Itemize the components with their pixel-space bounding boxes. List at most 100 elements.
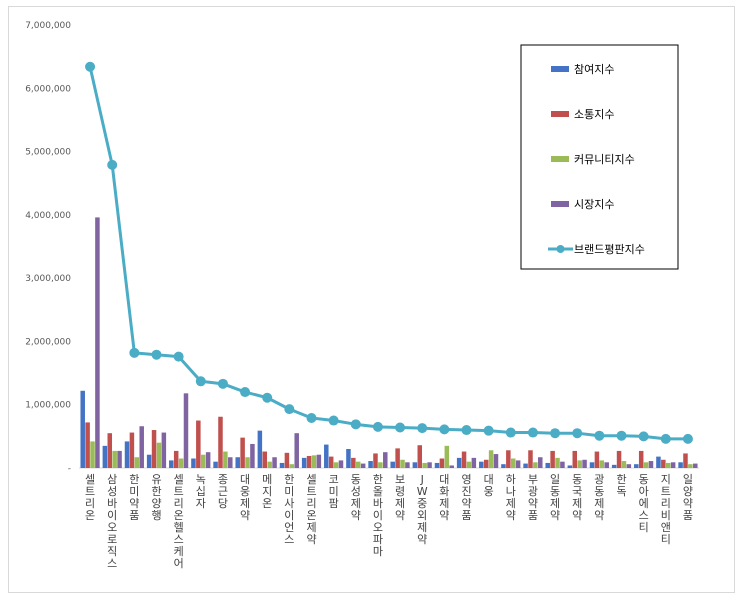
y-tick-label: 2,000,000 [25, 337, 71, 347]
line-point [306, 413, 317, 423]
bar [506, 450, 511, 468]
bar [262, 451, 268, 468]
bar [378, 462, 383, 468]
bar [351, 457, 356, 468]
line-point [505, 427, 516, 438]
line-point [395, 422, 406, 433]
bar [577, 460, 582, 468]
bar [638, 450, 644, 468]
line-point [262, 392, 273, 403]
bar [191, 458, 196, 468]
bar [412, 462, 418, 468]
bar [466, 461, 472, 468]
bar [582, 459, 587, 468]
bar [213, 461, 218, 468]
bar [200, 454, 206, 468]
line-point [284, 404, 295, 415]
bar [501, 464, 506, 468]
line-point [129, 347, 140, 358]
legend-swatch [551, 111, 569, 117]
line-point [240, 387, 251, 398]
line-point [616, 430, 627, 441]
bar [173, 450, 179, 468]
line-layer [85, 61, 693, 444]
line-point [439, 424, 450, 435]
bar [324, 444, 329, 468]
line-point [350, 419, 361, 430]
bar [301, 457, 307, 468]
bar [124, 441, 130, 468]
bar [228, 457, 233, 468]
bar [272, 457, 277, 468]
y-tick-label: 6,000,000 [25, 84, 71, 94]
bar [257, 430, 263, 468]
bar [550, 450, 555, 468]
bar [493, 454, 499, 468]
bar [611, 464, 617, 468]
line-point [195, 376, 206, 387]
line-point [217, 378, 228, 389]
bar [80, 390, 85, 468]
line-point [173, 351, 184, 362]
bar [670, 462, 676, 468]
legend-marker [556, 245, 565, 253]
bar [90, 441, 95, 468]
legend-label: 커뮤니티지수 [574, 153, 635, 166]
bar [183, 393, 189, 468]
bar [523, 463, 528, 468]
bar [626, 464, 632, 468]
bar [346, 449, 351, 468]
bar [289, 464, 295, 468]
bar [515, 460, 521, 468]
bar [665, 462, 671, 468]
bar [621, 461, 627, 468]
bar [205, 452, 211, 468]
legend-label: 소통지수 [574, 108, 614, 121]
bar [533, 462, 538, 468]
y-tick-label: 7,000,000 [25, 21, 71, 31]
bar [294, 433, 299, 468]
bar [196, 420, 201, 468]
bar [156, 442, 162, 468]
bar [555, 457, 560, 468]
bar [169, 460, 174, 468]
bar [316, 454, 322, 468]
bar [395, 448, 400, 468]
line-point [483, 425, 494, 436]
legend-swatch [551, 66, 569, 72]
bar [333, 462, 339, 468]
bar [683, 453, 688, 468]
line-point [417, 423, 428, 434]
bar [306, 455, 312, 468]
bar [284, 452, 290, 468]
bar [510, 458, 516, 468]
bar [634, 464, 639, 468]
line-point [461, 425, 472, 436]
line-point [151, 349, 162, 360]
bar [161, 432, 167, 468]
bar [250, 443, 255, 468]
bar [405, 462, 410, 468]
bar [422, 462, 427, 468]
bar [643, 462, 649, 468]
x-tick-labels: 셀 트 리 온 삼 성 바 이 오 로 직 스 한 미 약 품 유 한 양 행 셀 트 리 온 헬 스 케 어 녹 십 자 종 근 당 대 웅 제 약 메 지… [85, 472, 693, 570]
bar [545, 462, 550, 468]
bar [134, 457, 140, 468]
legend-swatch [551, 156, 569, 162]
bar [538, 457, 543, 468]
